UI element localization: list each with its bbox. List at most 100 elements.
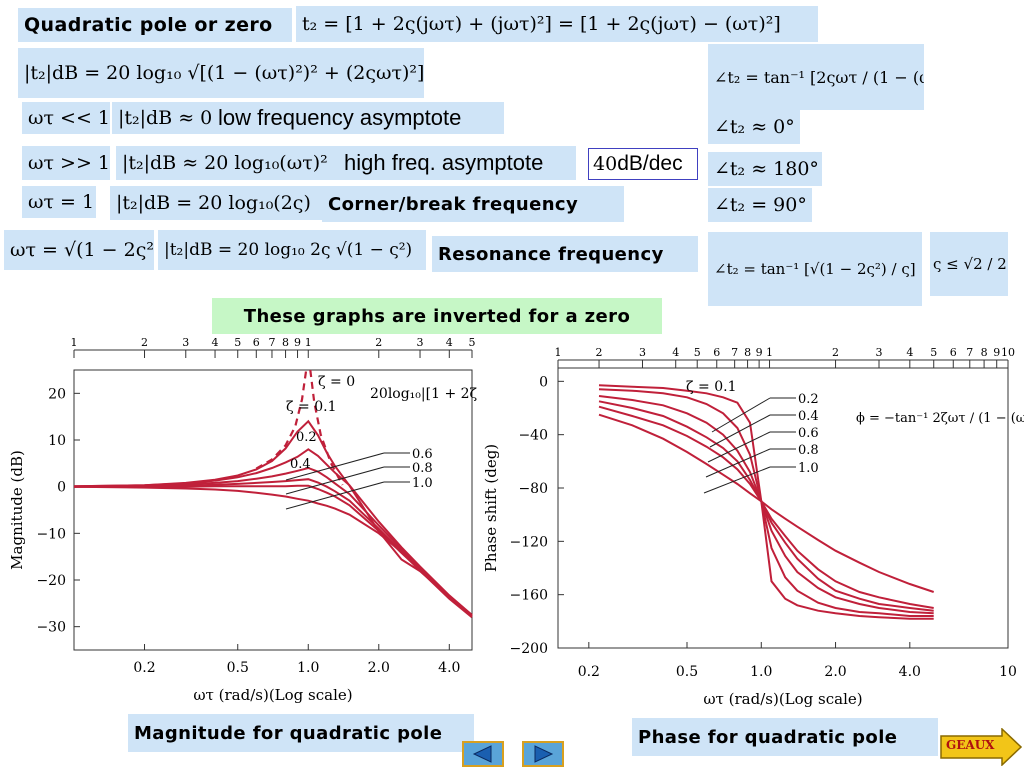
magnitude-series-5 — [73, 485, 473, 619]
top-axis-tick-label: 3 — [417, 338, 424, 349]
y-tick-label: 20 — [48, 386, 66, 402]
high-condition: ωτ >> 1 — [22, 146, 110, 180]
series-label-zeta-01: ζ = 0.1 — [686, 379, 736, 395]
series-label: 0.2 — [798, 392, 819, 407]
x-tick-label: 0.2 — [133, 660, 155, 676]
resonance-label: Resonance frequency — [432, 236, 698, 272]
previous-button[interactable] — [462, 741, 504, 767]
phase-chart: 1 2 3 4 5 6 7 8 9 1 2 3 4 5 6 7 8 9 100−40−80−120−160−2000… — [482, 346, 1024, 708]
top-axis-tick-label: 7 — [268, 338, 275, 349]
y-tick-label: −160 — [510, 588, 548, 604]
arrow-left-icon — [472, 745, 492, 763]
leader-line — [709, 414, 771, 448]
top-axis-tick-label: 8 — [981, 346, 988, 359]
top-axis-tick-label: 5 — [234, 338, 241, 349]
plot-area — [557, 367, 1009, 649]
series-label-zeta-04: 0.4 — [290, 457, 311, 472]
series-label: 0.6 — [412, 447, 433, 462]
low-condition: ωτ << 1 — [22, 102, 110, 134]
top-axis-tick-label: 4 — [672, 346, 679, 359]
series-label: 0.8 — [412, 461, 433, 476]
geaux-button[interactable]: GEAUX — [940, 727, 1023, 767]
x-tick-label: 0.5 — [227, 660, 249, 676]
magnitude-formula-annotation: 20log₁₀|[1 + 2ζ — [370, 386, 478, 402]
magnitude-series-1 — [73, 448, 473, 616]
top-axis-tick-label: 3 — [639, 346, 646, 359]
x-tick-label: 4.0 — [438, 660, 460, 676]
leader-line — [285, 481, 385, 510]
x-tick-label: 2.0 — [368, 660, 390, 676]
phase-series-2 — [598, 395, 934, 615]
leader-line — [703, 466, 771, 494]
phase-series-5 — [598, 413, 935, 593]
slope-unit: dB/dec — [617, 152, 683, 175]
top-axis-tick-label: 9 — [993, 346, 1000, 359]
low-magnitude: |t₂|dB ≈ 0 — [112, 102, 212, 134]
leader-line — [285, 466, 385, 495]
y-tick-label: −20 — [36, 573, 66, 589]
corner-label: Corner/break frequency — [322, 186, 624, 222]
magnitude-caption: Magnitude for quadratic pole — [128, 714, 474, 752]
x-tick-label: 1.0 — [750, 664, 772, 680]
leader-line — [705, 448, 771, 478]
top-axis-tick-label: 5 — [469, 338, 476, 349]
x-tick-label: 4.0 — [899, 664, 921, 680]
y-tick-label: −40 — [518, 428, 548, 444]
high-frequency-label: high freq. asymptote — [338, 146, 576, 180]
top-axis-tick-label: 9 — [294, 338, 301, 349]
top-axis-tick-label: 5 — [930, 346, 937, 359]
series-label: 0.8 — [798, 443, 819, 458]
top-axis-tick-label: 3 — [182, 338, 189, 349]
series-label-zeta-02: 0.2 — [296, 430, 317, 445]
resonance-phase: ∠t₂ = tan⁻¹ [√(1 − 2ς²) / ς] — [708, 232, 922, 306]
t2-definition: t₂ = [1 + 2ς(jωτ) + (jωτ)²] = [1 + 2ς(jω… — [296, 6, 818, 42]
leader-line — [285, 452, 385, 481]
x-axis-label: ωτ (rad/s)(Log scale) — [193, 686, 352, 704]
y-tick-label: −30 — [36, 620, 66, 636]
top-axis-tick-label: 7 — [731, 346, 738, 359]
resonance-magnitude: |t₂|dB = 20 log₁₀ 2ς √(1 − ς²) — [158, 230, 426, 270]
top-axis-tick-label: 2 — [141, 338, 148, 349]
top-axis-tick-label: 8 — [282, 338, 289, 349]
corner-magnitude: |t₂|dB = 20 log₁₀(2ς) — [110, 186, 322, 220]
top-axis-tick-label: 4 — [906, 346, 913, 359]
top-axis-tick-label: 8 — [744, 346, 751, 359]
leader-line — [707, 431, 771, 463]
y-tick-label: 0 — [57, 480, 66, 496]
x-axis-label: ωτ (rad/s)(Log scale) — [703, 690, 862, 708]
y-tick-label: −80 — [518, 481, 548, 497]
magnitude-formula: |t₂|dB = 20 log₁₀ √[(1 − (ωτ)²)² + (2ςωτ… — [18, 48, 424, 98]
corner-phase: ∠t₂ = 90° — [708, 188, 812, 222]
top-axis-tick-label: 6 — [950, 346, 957, 359]
x-tick-label: 10 — [999, 664, 1017, 680]
series-label-zeta-01: ζ = 0.1 — [286, 399, 336, 415]
top-axis-tick-label: 6 — [713, 346, 720, 359]
x-tick-label: 0.2 — [578, 664, 600, 680]
y-axis-label: Magnitude (dB) — [8, 450, 26, 570]
top-axis-tick-label: 3 — [875, 346, 882, 359]
series-label-zeta-0: ζ = 0 — [318, 374, 355, 390]
plot-area — [73, 369, 473, 651]
phase-formula-annotation: ϕ = −tan⁻¹ 2ζωτ / (1 − (ωτ)²) — [856, 411, 1024, 426]
top-axis-tick-label: 5 — [694, 346, 701, 359]
top-axis-tick-label: 1 — [305, 338, 312, 349]
slope-box: 40 dB/dec — [588, 148, 698, 180]
undamped-curve-left — [255, 369, 308, 470]
top-axis-tick-label: 10 — [1001, 346, 1015, 359]
y-tick-label: −10 — [36, 526, 66, 542]
y-tick-label: −120 — [510, 534, 548, 550]
slope-number: 40 — [593, 153, 618, 175]
high-magnitude: |t₂|dB ≈ 20 log₁₀(ωτ)² — [116, 146, 338, 180]
y-tick-label: 10 — [48, 433, 66, 449]
top-axis-tick-label: 2 — [832, 346, 839, 359]
x-tick-label: 1.0 — [297, 660, 319, 676]
top-axis-tick-label: 7 — [966, 346, 973, 359]
next-page-button[interactable] — [522, 741, 564, 767]
phase-series-3 — [598, 400, 934, 612]
undamped-curve-right — [309, 369, 344, 486]
x-tick-label: 2.0 — [824, 664, 846, 680]
phase-series-0 — [598, 384, 934, 620]
magnitude-series-2 — [73, 466, 473, 616]
resonance-condition: ωτ = √(1 − 2ς²) — [4, 230, 154, 270]
